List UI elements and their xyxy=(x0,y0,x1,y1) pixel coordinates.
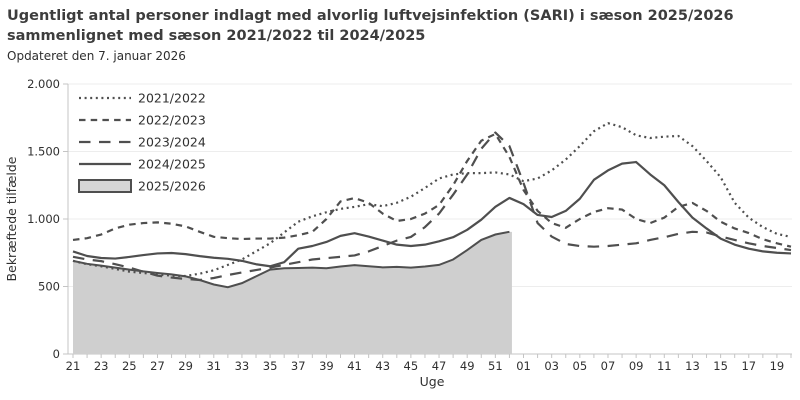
x-tick-label: 35 xyxy=(263,359,278,373)
y-axis-title: Bekræftede tilfælde xyxy=(4,156,19,281)
x-tick-label: 33 xyxy=(235,359,250,373)
legend-label-2022-2023: 2022/2023 xyxy=(138,113,206,128)
x-tick-label: 41 xyxy=(347,359,362,373)
x-tick-label: 31 xyxy=(206,359,221,373)
legend-label-2021-2022: 2021/2022 xyxy=(138,91,206,106)
x-tick-label: 39 xyxy=(319,359,334,373)
x-tick-label: 01 xyxy=(516,359,531,373)
x-tick-label: 51 xyxy=(488,359,503,373)
legend-label-2023-2024: 2023/2024 xyxy=(138,135,206,150)
x-tick-label: 21 xyxy=(66,359,81,373)
series-line-2024-2025 xyxy=(72,160,792,268)
chart-subtitle: Opdateret den 7. januar 2026 xyxy=(7,49,186,63)
series-area-2025-2026 xyxy=(73,231,512,354)
y-tick-label: 1.500 xyxy=(27,145,60,159)
series-area-outline-2025-2026 xyxy=(72,230,510,289)
y-tick-label: 500 xyxy=(38,280,60,294)
legend-label-2025-2026: 2025/2026 xyxy=(138,179,206,194)
x-tick-label: 17 xyxy=(741,359,756,373)
x-tick-label: 11 xyxy=(657,359,672,373)
x-tick-label: 15 xyxy=(713,359,728,373)
x-tick-label: 47 xyxy=(432,359,447,373)
x-tick-label: 05 xyxy=(573,359,588,373)
series-line-2023-2024 xyxy=(72,131,792,282)
x-tick-label: 23 xyxy=(94,359,109,373)
x-tick-label: 09 xyxy=(629,359,644,373)
x-tick-label: 29 xyxy=(178,359,193,373)
chart-title-line-1: Ugentligt antal personer indlagt med alv… xyxy=(7,8,734,24)
x-tick-label: 07 xyxy=(601,359,616,373)
x-tick-label: 43 xyxy=(375,359,390,373)
y-tick-label: 0 xyxy=(53,347,60,361)
x-tick-label: 19 xyxy=(770,359,785,373)
y-tick-label: 1.000 xyxy=(27,212,60,226)
x-tick-label: 45 xyxy=(404,359,419,373)
y-tick-label: 2.000 xyxy=(27,77,60,91)
x-tick-label: 49 xyxy=(460,359,475,373)
x-axis-title: Uge xyxy=(420,374,445,389)
x-tick-label: 13 xyxy=(685,359,700,373)
x-tick-label: 27 xyxy=(150,359,165,373)
legend-swatch-area xyxy=(78,179,132,193)
legend-label-2024-2025: 2024/2025 xyxy=(138,157,206,172)
chart-title-line-2: sammenlignet med sæson 2021/2022 til 202… xyxy=(7,28,426,44)
series-line-2022-2023 xyxy=(72,132,792,248)
x-tick-label: 25 xyxy=(122,359,137,373)
x-tick-label: 37 xyxy=(291,359,306,373)
title-block: Ugentligt antal personer indlagt med alv… xyxy=(7,6,793,63)
x-tick-label: 03 xyxy=(544,359,559,373)
series-line-2021-2022 xyxy=(72,122,792,278)
